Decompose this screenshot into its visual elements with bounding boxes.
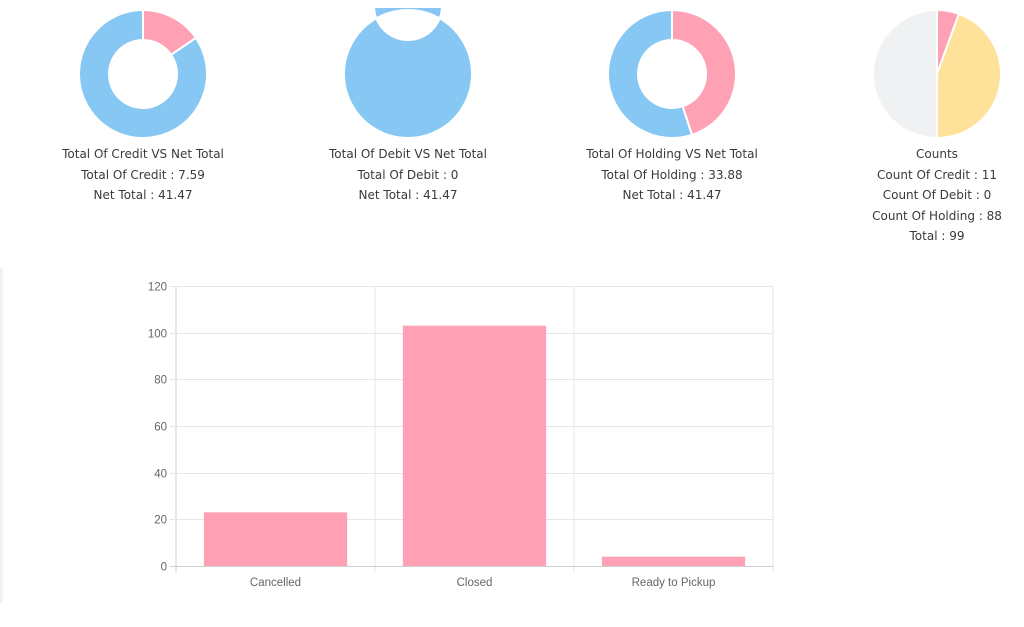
slice-net-total[interactable] <box>78 8 208 139</box>
debit-vs-net-chart: Total Of Debit VS Net Total Total Of Deb… <box>298 8 518 206</box>
slice-net-total[interactable] <box>607 8 694 139</box>
net-total-text: Net Total : 41.47 <box>93 188 193 202</box>
count-debit-text: Count Of Debit : 0 <box>882 188 992 202</box>
bar-cancelled[interactable] <box>203 512 348 566</box>
x-tick-label: Ready to Pickup <box>632 577 716 589</box>
holding-vs-net-chart: Total Of Holding VS Net Total Total Of H… <box>562 8 782 206</box>
holding-total-text: Total Of Holding : 33.88 <box>601 167 743 182</box>
count-holding-text: Count Of Holding : 88 <box>872 208 1002 223</box>
y-tick-label: 0 <box>161 562 167 574</box>
y-tick-label: 100 <box>148 329 167 341</box>
count-credit-text: Count Of Credit : 11 <box>877 167 997 182</box>
holding-vs-net-legend: Total Of Holding VS Net Total Total Of H… <box>562 144 782 206</box>
status-bar-chart: 0 20 40 60 80 100 120 Cancelled Closed Ready to P… <box>140 270 780 610</box>
chart-title: Total Of Holding VS Net Total <box>586 147 758 161</box>
y-tick-label: 80 <box>154 375 167 387</box>
x-tick-label: Closed <box>457 577 493 589</box>
x-tick-label: Cancelled <box>250 577 301 589</box>
count-total-text: Total : 99 <box>909 229 965 243</box>
counts-legend: Counts Count Of Credit : 11 Count Of Deb… <box>827 144 1024 247</box>
credit-total-text: Total Of Credit : 7.59 <box>81 167 205 182</box>
slice-total-of-holding[interactable] <box>671 8 737 137</box>
credit-vs-net-legend: Total Of Credit VS Net Total Total Of Cr… <box>33 144 253 206</box>
y-tick-label: 40 <box>154 469 167 481</box>
chart-title: Total Of Debit VS Net Total <box>329 147 487 161</box>
net-total-text: Net Total : 41.47 <box>358 188 458 202</box>
credit-vs-net-chart: Total Of Credit VS Net Total Total Of Cr… <box>33 8 253 206</box>
panel-shadow <box>0 268 4 603</box>
slice-total[interactable] <box>872 8 938 140</box>
slice-net-total[interactable] <box>343 8 473 139</box>
counts-pie[interactable] <box>871 8 1003 140</box>
y-tick-label: 60 <box>154 422 167 434</box>
status-bar-chart-svg: 0 20 40 60 80 100 120 Cancelled Closed Ready to P… <box>148 282 774 589</box>
chart-title: Counts <box>916 147 958 161</box>
bar-closed[interactable] <box>402 325 547 566</box>
credit-vs-net-donut[interactable] <box>77 8 209 140</box>
chart-title: Total Of Credit VS Net Total <box>62 147 224 161</box>
y-tick-label: 120 <box>148 282 167 294</box>
debit-total-text: Total Of Debit : 0 <box>357 167 459 182</box>
slice-count-of-holding[interactable] <box>936 12 1002 140</box>
net-total-text: Net Total : 41.47 <box>622 188 722 202</box>
y-tick-label: 20 <box>154 515 167 527</box>
debit-vs-net-donut[interactable] <box>342 8 474 140</box>
debit-vs-net-legend: Total Of Debit VS Net Total Total Of Deb… <box>298 144 518 206</box>
bar-ready-to-pickup[interactable] <box>601 556 746 566</box>
holding-vs-net-donut[interactable] <box>606 8 738 140</box>
counts-chart: Counts Count Of Credit : 11 Count Of Deb… <box>827 8 1024 247</box>
